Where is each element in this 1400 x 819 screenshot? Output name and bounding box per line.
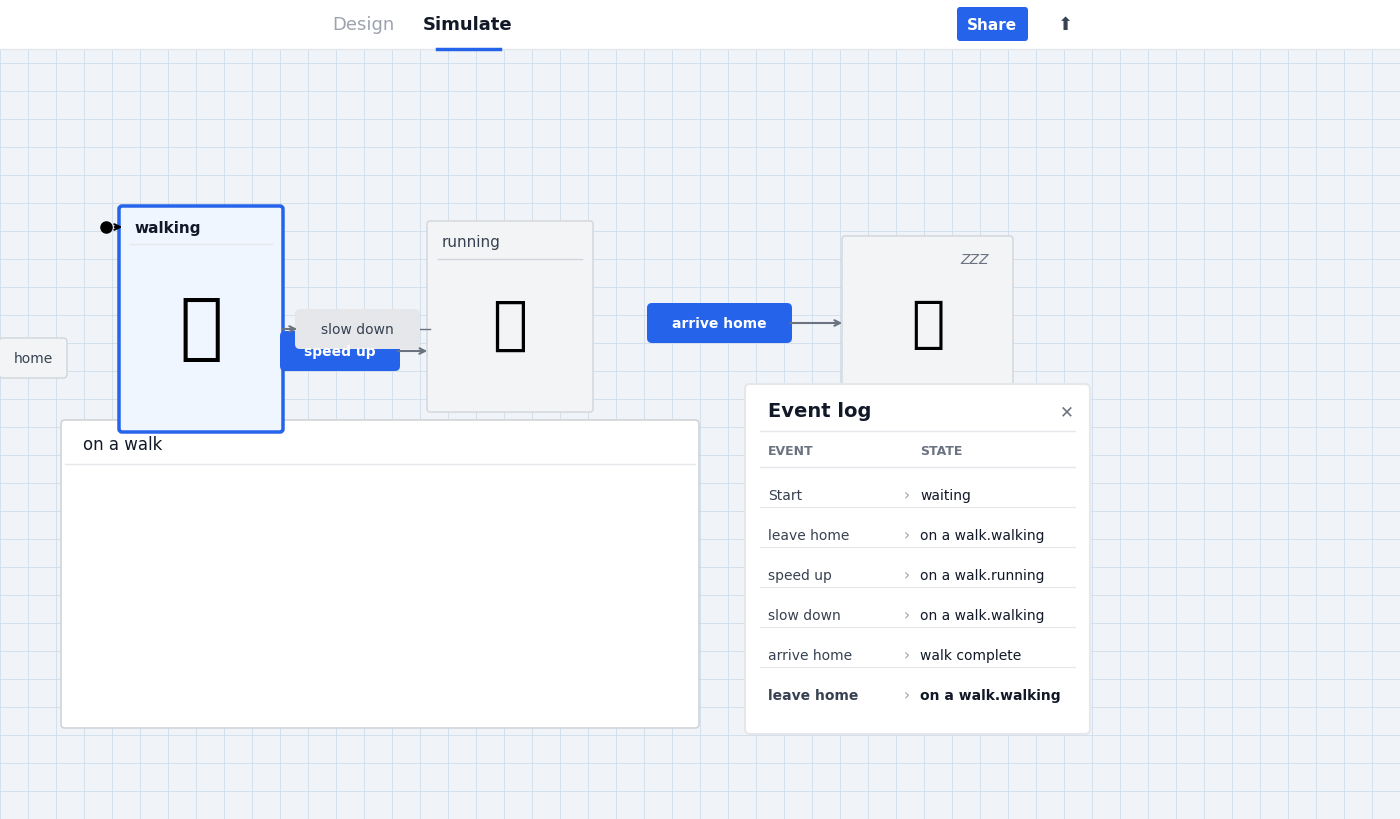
Text: arrive home: arrive home (769, 648, 853, 663)
FancyBboxPatch shape (647, 304, 792, 344)
Text: on a walk: on a walk (83, 436, 162, 454)
Text: home: home (14, 351, 53, 365)
FancyBboxPatch shape (295, 310, 420, 350)
FancyBboxPatch shape (280, 332, 400, 372)
Text: ›: › (904, 608, 910, 622)
Text: walking: walking (134, 220, 200, 235)
Text: slow down: slow down (321, 323, 393, 337)
Text: 🐕: 🐕 (179, 295, 223, 364)
FancyBboxPatch shape (0, 338, 67, 378)
Text: speed up: speed up (769, 568, 832, 582)
FancyBboxPatch shape (841, 237, 1014, 402)
FancyBboxPatch shape (0, 50, 1400, 819)
Text: Design: Design (332, 16, 395, 34)
Text: waiting: waiting (920, 488, 970, 502)
Text: leave home: leave home (769, 688, 858, 702)
Text: ›: › (904, 568, 910, 583)
Text: leave home: leave home (769, 528, 850, 542)
Text: Share: Share (967, 17, 1016, 33)
FancyBboxPatch shape (427, 222, 594, 413)
Text: walk complete: walk complete (920, 648, 1021, 663)
Text: EVENT: EVENT (769, 445, 813, 458)
FancyBboxPatch shape (119, 206, 283, 432)
Text: ✕: ✕ (1060, 402, 1074, 420)
Text: STATE: STATE (920, 445, 962, 458)
FancyBboxPatch shape (0, 0, 1400, 50)
Text: Simulate: Simulate (423, 16, 512, 34)
Text: arrive home: arrive home (672, 317, 767, 331)
Text: speed up: speed up (304, 345, 375, 359)
Text: on a walk.walking: on a walk.walking (920, 528, 1044, 542)
FancyBboxPatch shape (62, 420, 699, 728)
Text: on a walk.running: on a walk.running (920, 568, 1044, 582)
Text: Start: Start (769, 488, 802, 502)
Text: ZZZ: ZZZ (960, 253, 990, 267)
Text: 🐕: 🐕 (493, 296, 528, 353)
Text: slow down: slow down (769, 609, 841, 622)
Text: 🐕: 🐕 (911, 297, 944, 351)
Text: ⬆: ⬆ (1057, 16, 1072, 34)
Text: ›: › (904, 528, 910, 543)
FancyBboxPatch shape (958, 8, 1028, 42)
Text: running: running (442, 235, 501, 250)
Text: on a walk.walking: on a walk.walking (920, 688, 1061, 702)
Text: ›: › (904, 488, 910, 503)
Text: Event log: Event log (769, 402, 871, 421)
Text: on a walk.walking: on a walk.walking (920, 609, 1044, 622)
Text: ›: › (904, 688, 910, 703)
Text: ›: › (904, 648, 910, 663)
FancyBboxPatch shape (745, 385, 1091, 734)
